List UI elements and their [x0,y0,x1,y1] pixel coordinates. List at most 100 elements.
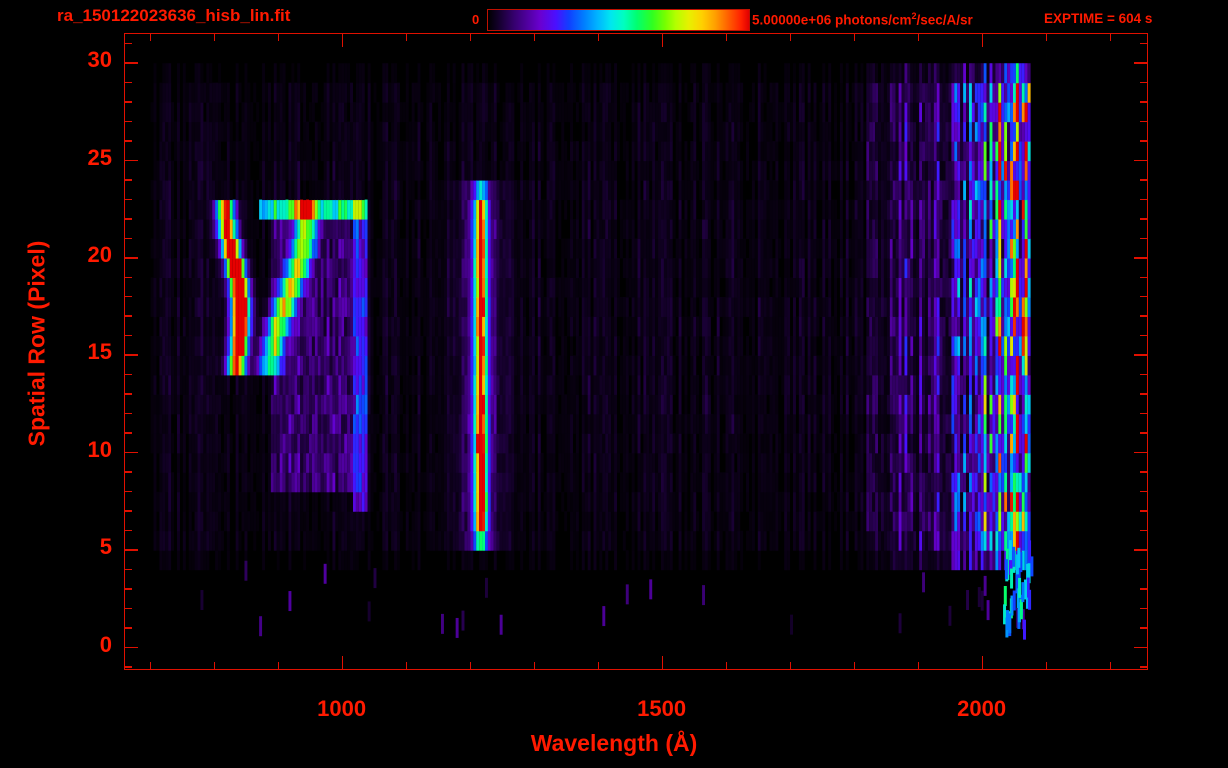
x-axis-title: Wavelength (Å) [530,730,698,756]
y-minor-tick-right [1140,179,1148,181]
y-minor-tick-right [1140,42,1148,45]
x-minor-tick [1109,662,1112,670]
y-major-tick-right [1134,354,1148,356]
y-tick-label: 25 [87,144,112,170]
y-minor-tick [124,276,132,278]
y-minor-tick [124,666,132,668]
y-minor-tick [124,81,132,84]
y-minor-tick [124,568,132,571]
colorbar-max-value: 5.00000e+06 [752,12,832,28]
x-major-tick-top [341,33,344,47]
colorbar-unit-exponent: 2 [911,11,917,21]
colorbar-min-label: 0 [472,12,480,27]
y-major-tick [124,354,138,356]
y-minor-tick [124,393,132,395]
x-minor-tick-top [213,33,216,41]
y-minor-tick-right [1140,140,1148,142]
y-minor-tick [124,588,132,590]
x-minor-tick-top [1045,33,1048,41]
y-tick-label: 30 [87,47,112,73]
exptime-label: EXPTIME = 604 s [1044,11,1153,26]
y-minor-tick-right [1140,607,1148,610]
y-major-tick [124,159,138,162]
y-minor-tick [124,218,132,220]
colorbar-unit-post: /sec/A/sr [916,12,973,28]
y-major-tick-right [1134,451,1148,454]
x-minor-tick-top [149,33,152,41]
x-minor-tick-top [277,33,280,41]
x-minor-tick-top [405,33,408,41]
y-tick-label: 15 [87,339,112,365]
colorbar-unit-pre: photons/cm [834,12,912,28]
y-major-tick-right [1134,646,1148,649]
y-major-tick [124,451,138,454]
y-major-tick-right [1134,257,1148,259]
x-minor-tick [405,662,408,670]
x-minor-tick [469,662,472,670]
y-tick-label: 20 [87,242,112,268]
x-minor-tick-top [853,33,856,41]
y-minor-tick [124,198,132,201]
y-minor-tick-right [1140,627,1148,629]
y-minor-tick [124,373,132,376]
colorbar-max-label: 5.00000e+06 photons/cm2/sec/A/sr [752,11,973,28]
plot-frame [124,33,1148,670]
heatmap-canvas [125,34,1147,669]
y-axis-title: Spatial Row (Pixel) [23,240,50,447]
y-minor-tick-right [1140,490,1148,493]
x-major-tick-top [981,33,984,47]
y-minor-tick-right [1140,198,1148,201]
y-major-tick-right [1134,62,1148,64]
y-minor-tick [124,432,132,434]
y-minor-tick [124,471,132,473]
y-minor-tick-right [1140,315,1148,317]
y-minor-tick-right [1140,81,1148,84]
x-minor-tick [1045,662,1048,670]
y-major-tick [124,62,138,64]
x-minor-tick-top [597,33,600,41]
y-major-tick-right [1134,549,1148,551]
y-minor-tick [124,315,132,317]
x-minor-tick [533,662,536,670]
y-minor-tick-right [1140,412,1148,415]
y-minor-tick [124,237,132,240]
y-minor-tick-right [1140,120,1148,123]
y-minor-tick [124,510,132,512]
y-minor-tick [124,334,132,337]
y-tick-label: 10 [87,436,112,462]
x-minor-tick-top [725,33,728,41]
y-minor-tick-right [1140,334,1148,337]
y-tick-label: 0 [99,631,112,657]
y-minor-tick [124,529,132,532]
x-minor-tick [789,662,792,670]
y-major-tick [124,549,138,551]
y-major-tick [124,257,138,259]
x-tick-label: 1500 [637,696,687,721]
y-minor-tick [124,179,132,181]
y-minor-tick-right [1140,237,1148,240]
x-minor-tick-top [533,33,536,41]
colorbar [487,9,750,31]
y-minor-tick-right [1140,373,1148,376]
x-minor-tick [853,662,856,670]
heatmap-image [150,63,1034,640]
y-minor-tick-right [1140,276,1148,278]
y-major-tick [124,646,138,649]
y-minor-tick-right [1140,218,1148,220]
y-minor-tick-right [1140,393,1148,395]
y-minor-tick-right [1140,295,1148,298]
y-minor-tick-right [1140,568,1148,571]
y-minor-tick [124,140,132,142]
x-minor-tick-top [469,33,472,41]
x-major-tick-top [661,33,664,47]
y-minor-tick-right [1140,666,1148,668]
y-minor-tick-right [1140,432,1148,434]
y-minor-tick [124,295,132,298]
y-tick-label: 5 [99,534,112,560]
x-major-tick [341,656,344,670]
y-minor-tick [124,101,132,103]
x-major-tick [661,656,664,670]
x-minor-tick-top [789,33,792,41]
y-minor-tick-right [1140,101,1148,103]
